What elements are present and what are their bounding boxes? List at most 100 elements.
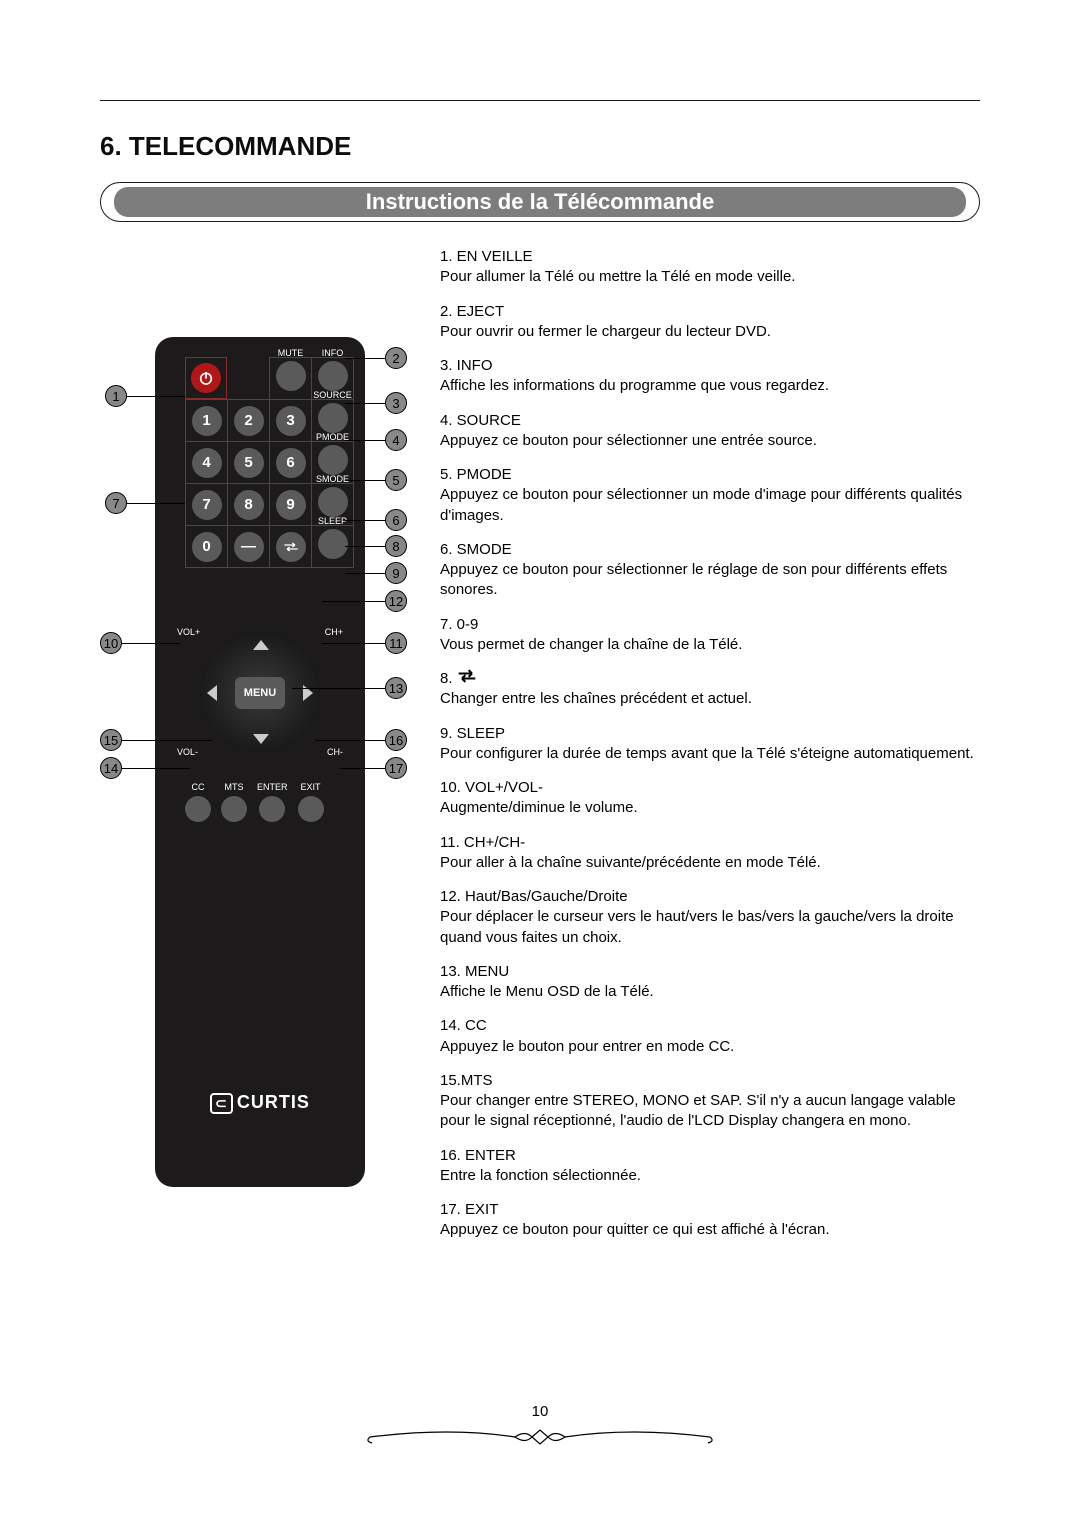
brand-label: ⊂CURTIS bbox=[155, 1092, 365, 1114]
smode-label: SMODE bbox=[316, 474, 349, 484]
callout-line-9 bbox=[345, 573, 385, 574]
pmode-button[interactable] bbox=[318, 445, 348, 475]
sleep-button[interactable] bbox=[318, 529, 348, 559]
desc-2-title: 2. EJECT bbox=[440, 302, 980, 322]
mute-label: MUTE bbox=[278, 348, 304, 358]
desc-11-body: Pour aller à la chaîne suivante/précéden… bbox=[440, 853, 980, 873]
desc-14-title: 14. CC bbox=[440, 1016, 980, 1036]
desc-17-body: Appuyez ce bouton pour quitter ce qui es… bbox=[440, 1220, 980, 1240]
desc-9-body: Pour configurer la durée de temps avant … bbox=[440, 744, 980, 764]
callout-4: 4 bbox=[385, 429, 407, 451]
enter-button[interactable] bbox=[259, 796, 285, 822]
source-label: SOURCE bbox=[313, 390, 352, 400]
footer-ornament-icon bbox=[360, 1422, 720, 1452]
callout-line-7 bbox=[127, 503, 185, 504]
callout-line-12 bbox=[322, 601, 385, 602]
desc-8: 8. Changer entre les chaînes précédent e… bbox=[440, 669, 980, 710]
desc-10-title: 10. VOL+/VOL- bbox=[440, 778, 980, 798]
callout-17: 17 bbox=[385, 757, 407, 779]
remote-body: MUTE INFO 1 2 3 bbox=[155, 337, 365, 1187]
desc-4: 4. SOURCE Appuyez ce bouton pour sélecti… bbox=[440, 411, 980, 452]
dash-button[interactable]: — bbox=[234, 532, 264, 562]
digit-4[interactable]: 4 bbox=[192, 448, 222, 478]
desc-3-body: Affiche les informations du programme qu… bbox=[440, 376, 980, 396]
desc-8-body: Changer entre les chaînes précédent et a… bbox=[440, 689, 980, 709]
desc-10-body: Augmente/diminue le volume. bbox=[440, 798, 980, 818]
desc-17: 17. EXIT Appuyez ce bouton pour quitter … bbox=[440, 1200, 980, 1241]
desc-12-body: Pour déplacer le curseur vers le haut/ve… bbox=[440, 907, 980, 948]
remote-grid: MUTE INFO 1 2 3 bbox=[185, 357, 355, 568]
smode-button[interactable] bbox=[318, 487, 348, 517]
digit-9[interactable]: 9 bbox=[276, 490, 306, 520]
desc-5-title: 5. PMODE bbox=[440, 465, 980, 485]
arrow-up-icon[interactable] bbox=[253, 640, 269, 650]
desc-12: 12. Haut/Bas/Gauche/Droite Pour déplacer… bbox=[440, 887, 980, 948]
callout-line-11 bbox=[322, 643, 385, 644]
menu-button[interactable]: MENU bbox=[235, 677, 285, 709]
footer: 10 bbox=[100, 1403, 980, 1457]
callout-line-10 bbox=[122, 643, 180, 644]
descriptions-column: 1. EN VEILLE Pour allumer la Télé ou met… bbox=[440, 247, 980, 1255]
desc-15-body: Pour changer entre STEREO, MONO et SAP. … bbox=[440, 1091, 980, 1132]
mute-button[interactable] bbox=[276, 361, 306, 391]
digit-0[interactable]: 0 bbox=[192, 532, 222, 562]
desc-2: 2. EJECT Pour ouvrir ou fermer le charge… bbox=[440, 302, 980, 343]
chplus-label: CH+ bbox=[325, 627, 343, 637]
callout-6: 6 bbox=[385, 509, 407, 531]
callout-14: 14 bbox=[100, 757, 122, 779]
sleep-label: SLEEP bbox=[318, 516, 347, 526]
enter-label: ENTER bbox=[257, 782, 288, 792]
cc-button[interactable] bbox=[185, 796, 211, 822]
desc-15-title: 15.MTS bbox=[440, 1071, 980, 1091]
rule-top bbox=[100, 100, 980, 101]
header-text: Instructions de la Télécommande bbox=[366, 189, 714, 215]
mts-button[interactable] bbox=[221, 796, 247, 822]
digit-2[interactable]: 2 bbox=[234, 406, 264, 436]
callout-line-1 bbox=[127, 396, 185, 397]
digit-8[interactable]: 8 bbox=[234, 490, 264, 520]
enter-cell: ENTER bbox=[257, 782, 288, 822]
desc-1: 1. EN VEILLE Pour allumer la Télé ou met… bbox=[440, 247, 980, 288]
callout-16: 16 bbox=[385, 729, 407, 751]
desc-13: 13. MENU Affiche le Menu OSD de la Télé. bbox=[440, 962, 980, 1003]
desc-16: 16. ENTER Entre la fonction sélectionnée… bbox=[440, 1146, 980, 1187]
exit-label: EXIT bbox=[301, 782, 321, 792]
desc-14-body: Appuyez le bouton pour entrer en mode CC… bbox=[440, 1037, 980, 1057]
desc-13-title: 13. MENU bbox=[440, 962, 980, 982]
digit-3[interactable]: 3 bbox=[276, 406, 306, 436]
callout-15: 15 bbox=[100, 729, 122, 751]
callout-3: 3 bbox=[385, 392, 407, 414]
digit-5[interactable]: 5 bbox=[234, 448, 264, 478]
desc-1-body: Pour allumer la Télé ou mettre la Télé e… bbox=[440, 267, 980, 287]
source-button[interactable] bbox=[318, 403, 348, 433]
exit-button[interactable] bbox=[298, 796, 324, 822]
desc-11: 11. CH+/CH- Pour aller à la chaîne suiva… bbox=[440, 833, 980, 874]
callout-line-15 bbox=[122, 740, 212, 741]
swap-button[interactable] bbox=[276, 532, 306, 562]
callout-line-6 bbox=[345, 520, 385, 521]
desc-15: 15.MTS Pour changer entre STEREO, MONO e… bbox=[440, 1071, 980, 1132]
callout-11: 11 bbox=[385, 632, 407, 654]
desc-5-body: Appuyez ce bouton pour sélectionner un m… bbox=[440, 485, 980, 526]
section-title: 6. TELECOMMANDE bbox=[100, 131, 980, 162]
digit-6[interactable]: 6 bbox=[276, 448, 306, 478]
digit-1[interactable]: 1 bbox=[192, 406, 222, 436]
desc-1-title: 1. EN VEILLE bbox=[440, 247, 980, 267]
callout-line-13 bbox=[292, 688, 385, 689]
cc-cell: CC bbox=[185, 782, 211, 822]
callout-line-17 bbox=[340, 768, 385, 769]
content-row: MUTE INFO 1 2 3 bbox=[100, 247, 980, 1255]
callout-line-14 bbox=[122, 768, 190, 769]
callout-1: 1 bbox=[105, 385, 127, 407]
desc-10: 10. VOL+/VOL- Augmente/diminue le volume… bbox=[440, 778, 980, 819]
arrow-left-icon[interactable] bbox=[207, 685, 217, 701]
desc-6-body: Appuyez ce bouton pour sélectionner le r… bbox=[440, 560, 980, 601]
desc-16-body: Entre la fonction sélectionnée. bbox=[440, 1166, 980, 1186]
callout-line-2 bbox=[345, 358, 385, 359]
desc-2-body: Pour ouvrir ou fermer le chargeur du lec… bbox=[440, 322, 980, 342]
volplus-label: VOL+ bbox=[177, 627, 200, 637]
remote-wrapper: MUTE INFO 1 2 3 bbox=[100, 337, 420, 1187]
arrow-down-icon[interactable] bbox=[253, 734, 269, 744]
info-button[interactable] bbox=[318, 361, 348, 391]
digit-7[interactable]: 7 bbox=[192, 490, 222, 520]
